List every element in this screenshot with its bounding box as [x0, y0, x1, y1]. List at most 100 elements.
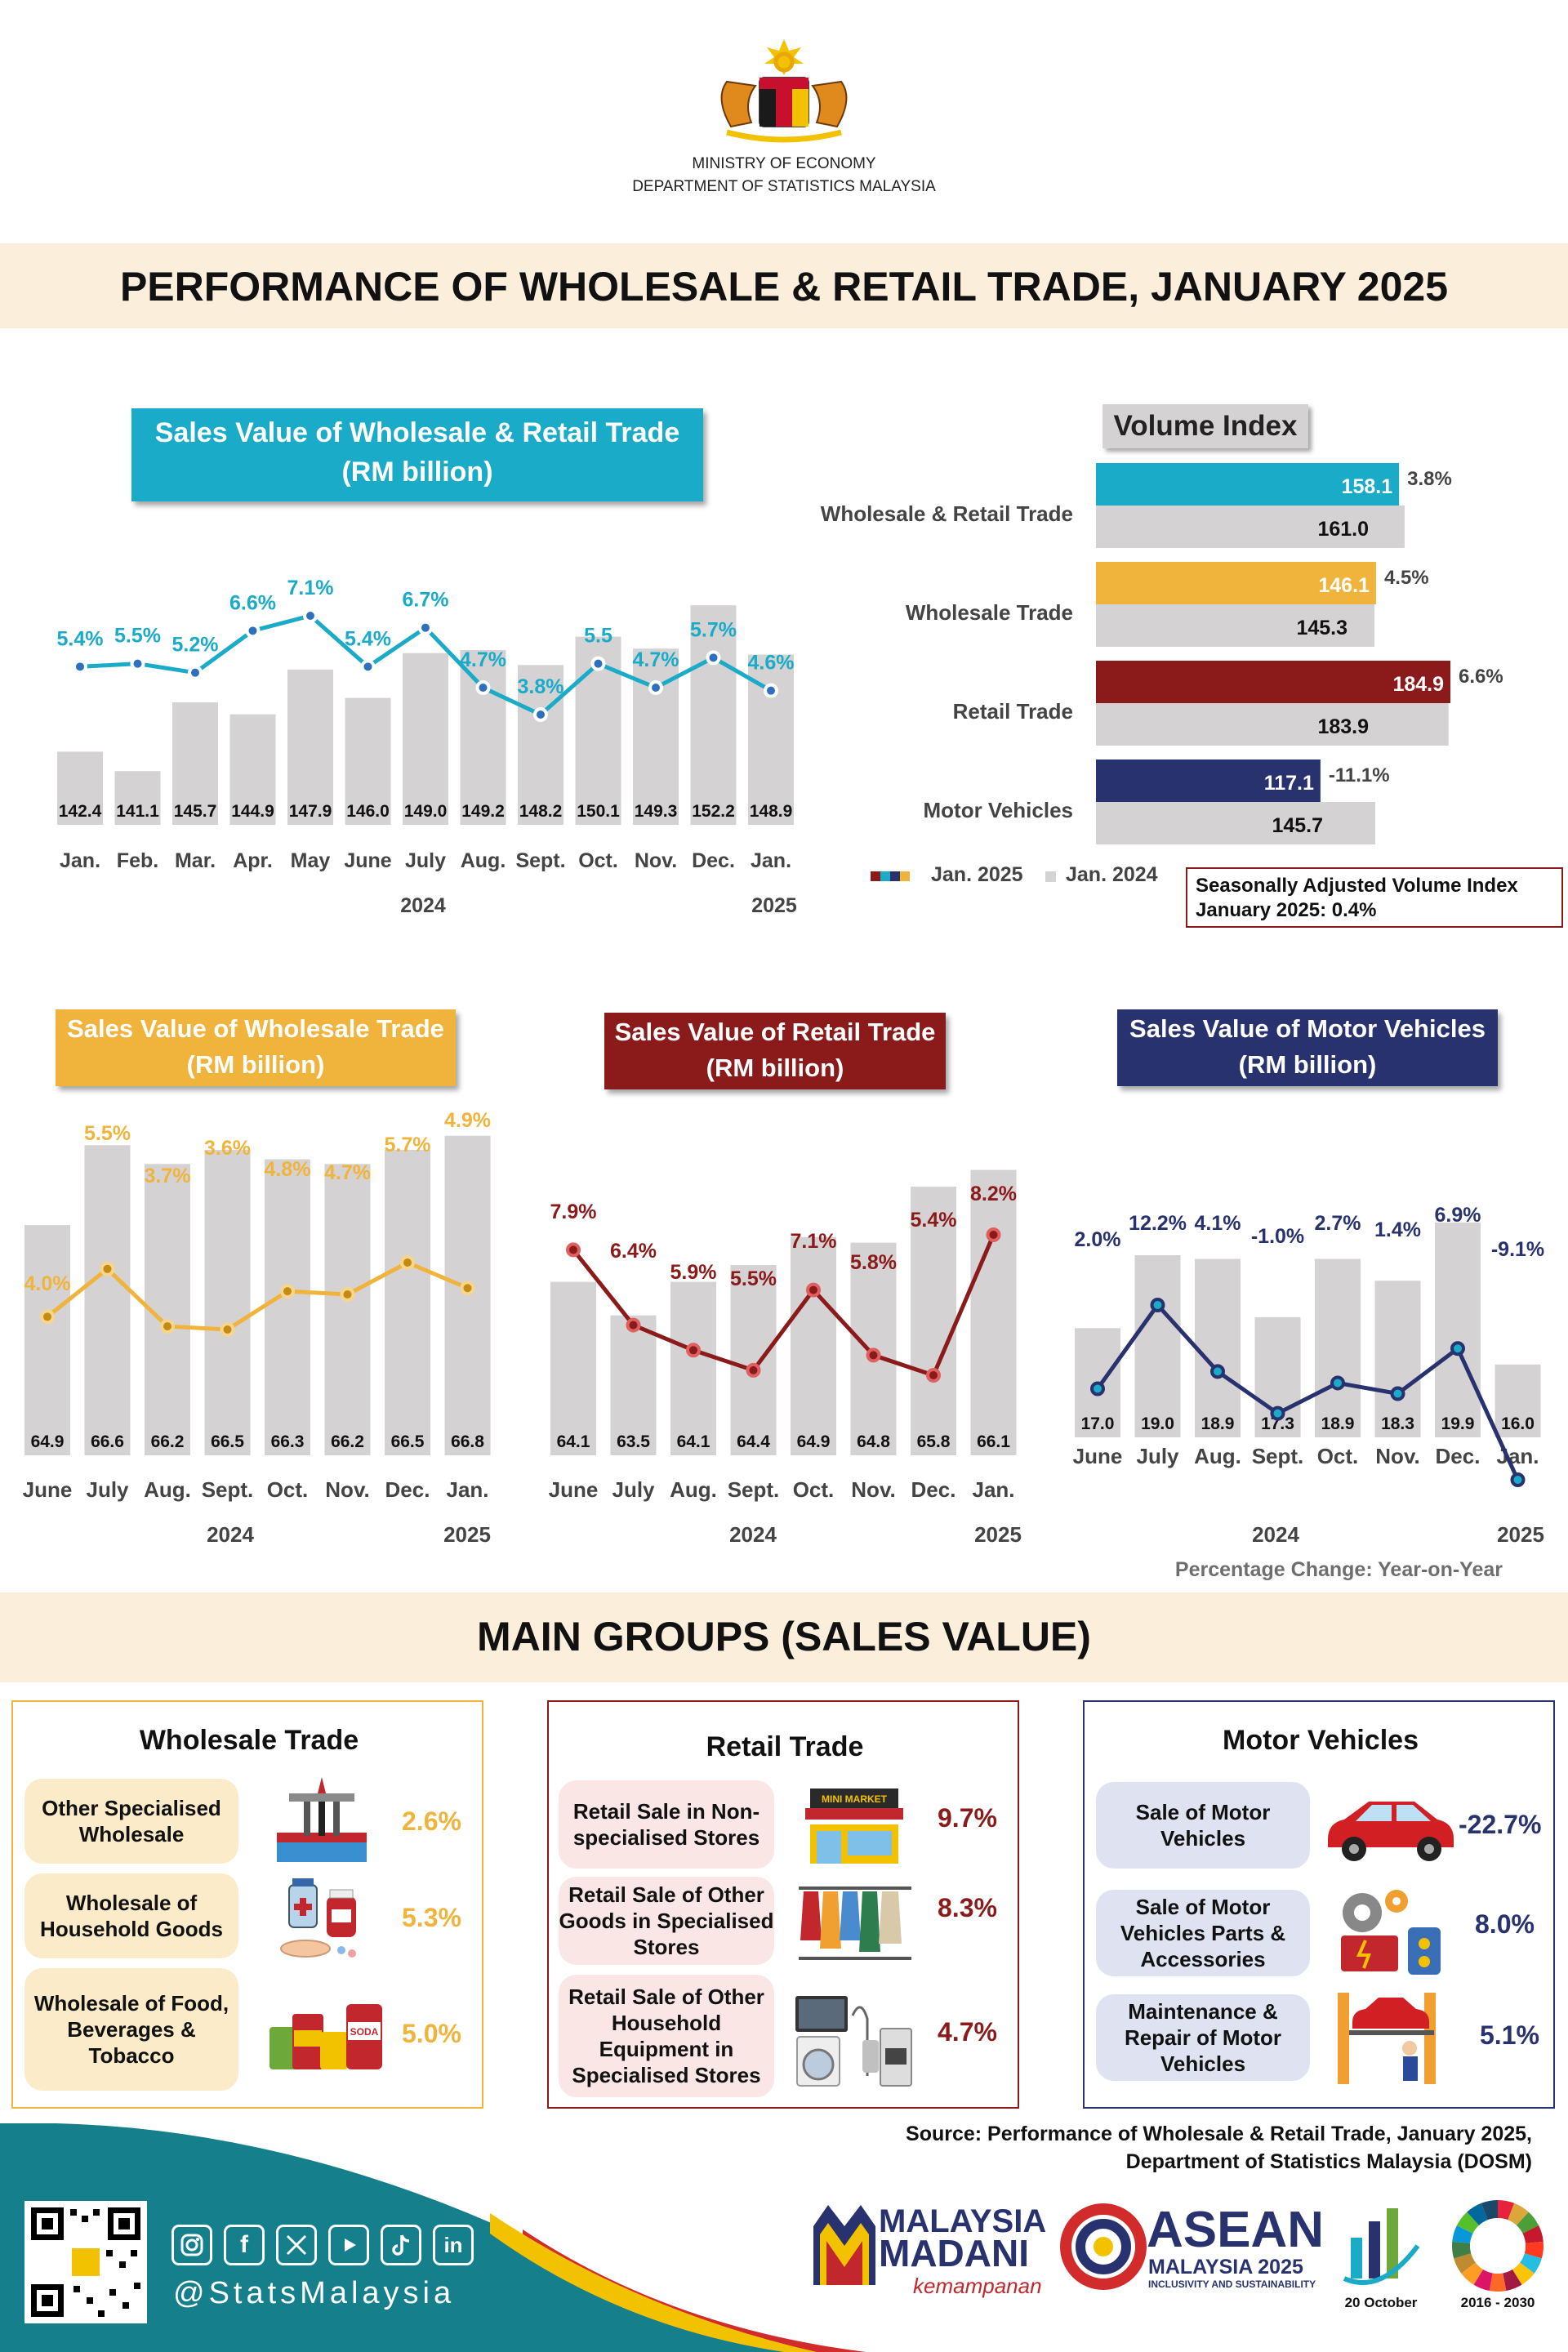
malaysia-madani-logo: MALAYSIA MADANI kemampanan — [808, 2194, 1046, 2300]
bar-value-label: 64.9 — [797, 1432, 831, 1451]
household-appliances-icon — [792, 1991, 915, 2093]
volume-bar-2025 — [1096, 661, 1451, 703]
yoy-label: 5.5 — [584, 625, 612, 648]
volume-value-2024: 183.9 — [1317, 715, 1369, 738]
volume-category-label: Wholesale Trade — [906, 600, 1073, 625]
yoy-label: 4.7% — [324, 1161, 371, 1184]
sdg-wheel-segment — [1520, 2253, 1542, 2274]
chart-bar — [970, 1169, 1017, 1455]
year-label: 2024 — [1252, 1522, 1299, 1547]
sdg-wheel-segment — [1473, 2269, 1493, 2292]
yoy-label: 5.5% — [114, 625, 161, 648]
category-label: Dec. — [385, 1477, 430, 1502]
clothing-rack-icon — [794, 1882, 916, 1967]
sdg-wheel-segment — [1452, 2225, 1473, 2243]
bar-value-label: 63.5 — [617, 1432, 650, 1451]
yoy-label: 3.7% — [145, 1165, 191, 1187]
volume-bar-2024 — [1096, 802, 1376, 844]
motor-item-pct: -22.7% — [1459, 1810, 1542, 1839]
chart-bar — [385, 1150, 430, 1455]
category-label: June — [549, 1477, 599, 1502]
sdg-wheel-segment — [1503, 2269, 1522, 2292]
title-band — [0, 243, 1568, 328]
chart-bar — [1494, 1364, 1541, 1437]
world-statistics-day-logo: 20 October — [1328, 2197, 1434, 2319]
yoy-label: 3.8% — [518, 675, 564, 698]
yoy-point — [706, 650, 721, 666]
category-label: June — [1073, 1444, 1123, 1468]
yoy-label: 5.4% — [911, 1209, 957, 1232]
tiktok-icon[interactable] — [381, 2225, 421, 2265]
bar-value-label: 18.3 — [1381, 1414, 1414, 1433]
yoy-point — [40, 1309, 55, 1325]
chart-bar — [265, 1159, 310, 1455]
instagram-icon[interactable] — [172, 2225, 212, 2265]
yoy-label: 4.1% — [1195, 1212, 1241, 1235]
category-label: Nov. — [635, 849, 677, 872]
yoy-point — [746, 1362, 761, 1378]
x-icon[interactable] — [276, 2225, 317, 2265]
facebook-icon[interactable]: f — [224, 2225, 265, 2265]
yoy-label: 8.2% — [970, 1183, 1017, 1205]
bar-value-label: 66.2 — [151, 1432, 185, 1451]
category-label: June — [344, 849, 391, 872]
yoy-label: 6.4% — [610, 1240, 657, 1263]
yoy-label: 7.1% — [287, 577, 334, 599]
yoy-label: 5.2% — [172, 634, 219, 657]
category-label: Oct. — [793, 1477, 835, 1502]
motor-group-box: Motor Vehicles Sale of Motor Vehicles -2… — [1083, 1700, 1555, 2109]
yoy-point — [1390, 1386, 1405, 1401]
chart-bar — [114, 771, 161, 825]
sdg-wheel-segment — [1522, 2225, 1544, 2243]
linkedin-icon[interactable]: in — [433, 2225, 474, 2265]
chart-title-line2: (RM billion) — [186, 1050, 325, 1079]
volume-bar-2025 — [1096, 562, 1376, 604]
year-label: 2024 — [729, 1522, 777, 1547]
retail-item-pct: 9.7% — [938, 1803, 997, 1833]
chart-bar — [57, 751, 103, 825]
category-label: July — [86, 1477, 129, 1502]
bar-value-label: 66.8 — [451, 1432, 484, 1451]
chart-title-line1: Sales Value of Wholesale & Retail Trade — [154, 417, 680, 448]
year-label: 2025 — [1497, 1522, 1544, 1547]
bar-value-label: 19.0 — [1141, 1414, 1174, 1433]
yoy-label: 4.8% — [265, 1158, 311, 1181]
chart-bar — [204, 1150, 251, 1455]
volume-value-2025: 146.1 — [1318, 574, 1370, 597]
yoy-point — [1510, 1472, 1526, 1487]
chart-title-line1: Sales Value of Motor Vehicles — [1129, 1014, 1486, 1043]
wholesale-chart: 64.9 June 66.6 July 66.2 Aug. 66.5 Sept. 66.3 Oct… — [23, 1109, 491, 1547]
year-label: 2025 — [751, 894, 797, 917]
sdg-years: 2016 - 2030 — [1460, 2295, 1535, 2310]
yoy-point — [590, 656, 606, 671]
category-label: Aug. — [144, 1477, 191, 1502]
ministry-name: MINISTRY OF ECONOMY — [692, 155, 876, 172]
sdg-wheel-segment — [1516, 2212, 1539, 2234]
chart-title-line1: Sales Value of Retail Trade — [614, 1018, 936, 1046]
bar-value-label: 64.9 — [31, 1432, 65, 1451]
category-label: Apr. — [233, 849, 273, 872]
chart-title-line1: Sales Value of Wholesale Trade — [67, 1014, 444, 1043]
social-handle[interactable]: @StatsMalaysia — [173, 2276, 456, 2310]
volume-value-2025: 184.9 — [1392, 673, 1444, 696]
chart-title-wholesale: Sales Value of Wholesale Trade (RM billi… — [56, 1009, 456, 1086]
bar-value-label: 16.0 — [1501, 1414, 1535, 1433]
chart-bar — [444, 1135, 491, 1455]
category-label: Sept. — [1252, 1444, 1304, 1468]
food-cans-icon: SODA — [266, 1996, 389, 2082]
yoy-point — [418, 620, 433, 635]
bar-value-label: 145.7 — [174, 802, 217, 821]
wholesale-item-pct: 5.3% — [402, 1903, 461, 1932]
youtube-icon[interactable] — [328, 2225, 369, 2265]
wholesale-item-pct: 2.6% — [402, 1806, 461, 1836]
yoy-line — [1095, 1302, 1520, 1481]
yoy-label: 4.7% — [460, 648, 506, 671]
chart-bar — [1315, 1258, 1361, 1437]
year-label: 2024 — [207, 1522, 254, 1547]
category-label: July — [405, 849, 446, 872]
yoy-point — [1330, 1375, 1345, 1391]
asean-tagline: INCLUSIVITY AND SUSTAINABILITY — [1148, 2278, 1316, 2290]
category-label: Aug. — [670, 1477, 717, 1502]
yoy-point — [1210, 1364, 1225, 1379]
yoy-line — [572, 1234, 996, 1379]
